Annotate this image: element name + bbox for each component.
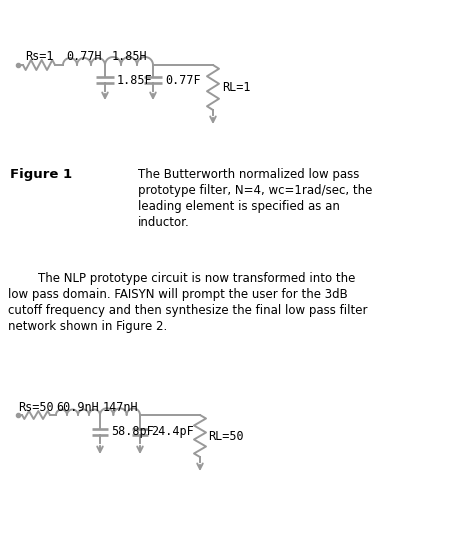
Text: 60.9nH: 60.9nH [56, 401, 100, 414]
Text: Figure 1: Figure 1 [10, 168, 72, 181]
Text: leading element is specified as an: leading element is specified as an [138, 200, 340, 213]
Text: RL=50: RL=50 [208, 430, 244, 443]
Text: Rs=50: Rs=50 [18, 401, 54, 414]
Text: inductor.: inductor. [138, 216, 190, 229]
Text: network shown in Figure 2.: network shown in Figure 2. [8, 320, 167, 333]
Text: low pass domain. FAISYN will prompt the user for the 3dB: low pass domain. FAISYN will prompt the … [8, 288, 348, 301]
Text: 58.8pF: 58.8pF [111, 426, 154, 438]
Text: 147nH: 147nH [102, 401, 138, 414]
Text: 1.85H: 1.85H [111, 50, 147, 63]
Text: 0.77H: 0.77H [66, 50, 102, 63]
Text: 24.4pF: 24.4pF [151, 426, 194, 438]
Text: RL=1: RL=1 [222, 81, 250, 94]
Text: prototype filter, N=4, wc=1rad/sec, the: prototype filter, N=4, wc=1rad/sec, the [138, 184, 373, 197]
Text: 0.77F: 0.77F [165, 74, 201, 86]
Text: The Butterworth normalized low pass: The Butterworth normalized low pass [138, 168, 359, 181]
Text: Rs=1: Rs=1 [25, 50, 53, 63]
Text: cutoff frequency and then synthesize the final low pass filter: cutoff frequency and then synthesize the… [8, 304, 367, 317]
Text: 1.85F: 1.85F [117, 74, 153, 86]
Text: The NLP prototype circuit is now transformed into the: The NLP prototype circuit is now transfo… [8, 272, 356, 285]
